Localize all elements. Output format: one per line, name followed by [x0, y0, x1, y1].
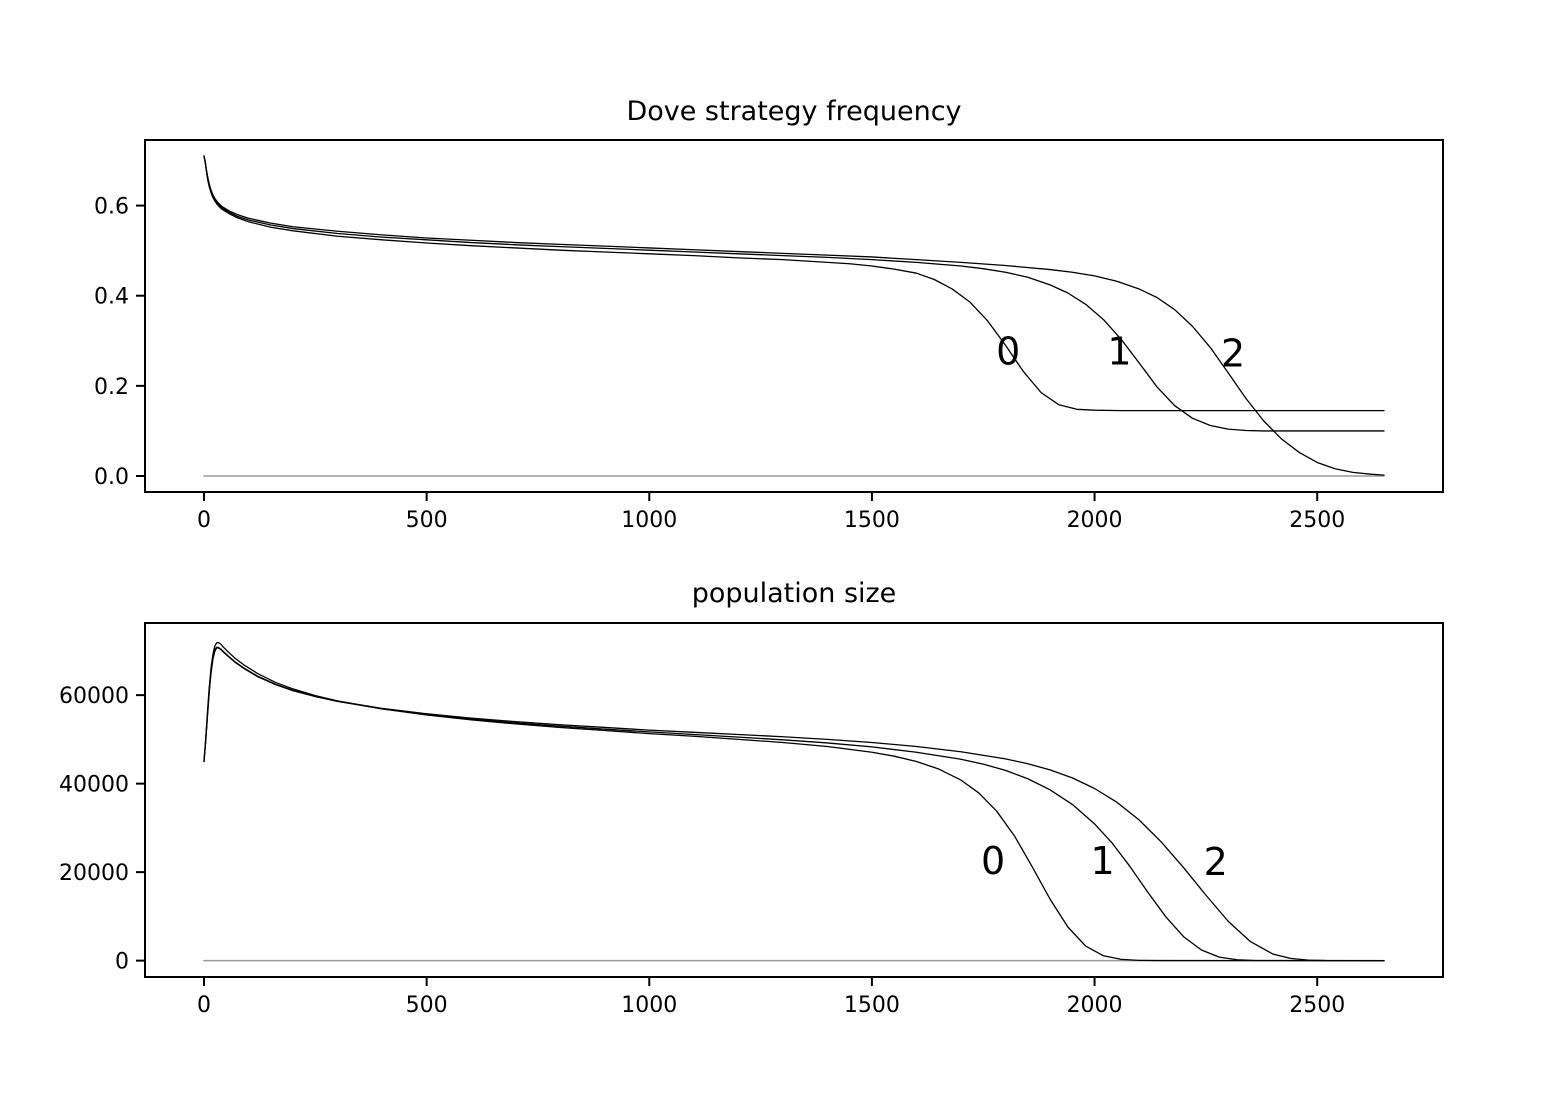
- curve-label-0: 0: [981, 839, 1005, 883]
- y-tick-label: 0: [115, 950, 129, 975]
- x-tick-label: 500: [406, 993, 448, 1018]
- series-line-run-0: [203, 641, 1385, 962]
- series-line-run-1: [203, 646, 1385, 962]
- y-tick-label: 60000: [59, 684, 129, 709]
- y-tick-label: 20000: [59, 861, 129, 886]
- y-tick-label: 40000: [59, 773, 129, 798]
- x-tick-label: 2000: [1067, 993, 1123, 1018]
- x-tick-label: 1500: [844, 508, 900, 533]
- x-tick-label: 1000: [621, 993, 677, 1018]
- y-tick-label: 0.4: [94, 285, 129, 310]
- x-tick-label: 0: [197, 508, 211, 533]
- x-tick-label: 2500: [1289, 508, 1345, 533]
- curve-label-1: 1: [1090, 839, 1114, 883]
- series-line-run-0: [203, 155, 1385, 412]
- y-tick-label: 0.6: [94, 195, 129, 220]
- series-line-run-2: [203, 647, 1385, 962]
- x-tick-label: 2500: [1289, 993, 1345, 1018]
- curve-label-0: 0: [996, 330, 1020, 374]
- x-tick-label: 0: [197, 993, 211, 1018]
- axes-frame: [144, 139, 1444, 493]
- curve-label-2: 2: [1221, 331, 1245, 375]
- axes-frame: [144, 622, 1444, 978]
- x-tick-label: 1000: [621, 508, 677, 533]
- x-tick-label: 2000: [1067, 508, 1123, 533]
- curve-label-2: 2: [1204, 840, 1228, 884]
- chart-title-population-size: population size: [691, 578, 897, 609]
- y-tick-label: 0.2: [94, 375, 129, 400]
- x-tick-label: 500: [406, 508, 448, 533]
- series-line-run-2: [203, 155, 1385, 476]
- x-tick-label: 1500: [844, 993, 900, 1018]
- chart-title-dove-frequency: Dove strategy frequency: [626, 96, 962, 127]
- y-tick-label: 0.0: [94, 465, 129, 490]
- series-line-run-1: [203, 155, 1385, 432]
- curve-label-1: 1: [1107, 330, 1131, 374]
